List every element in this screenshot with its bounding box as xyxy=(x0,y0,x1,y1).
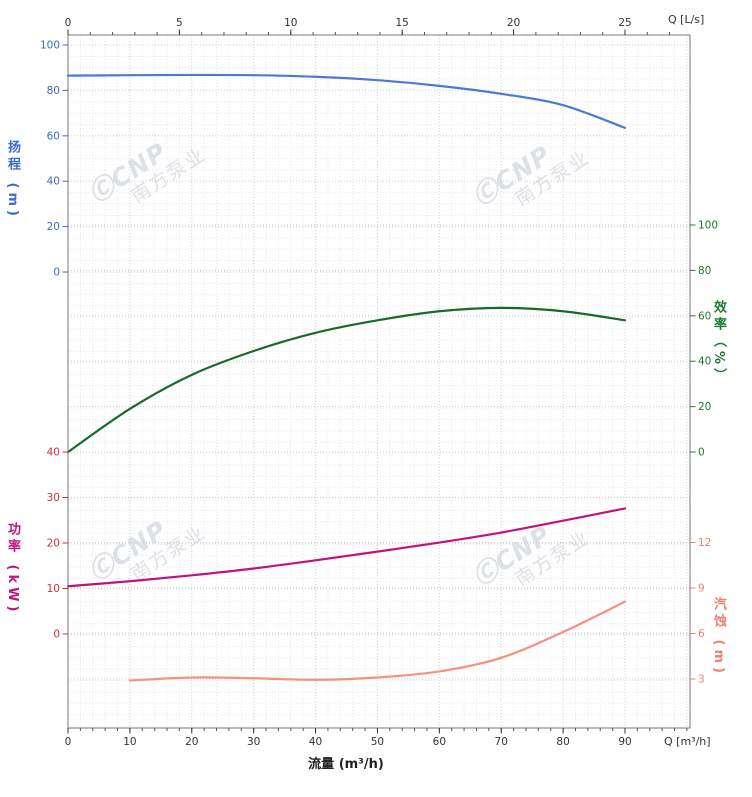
bottom-tick-label: 0 xyxy=(65,736,72,748)
npsh-tick-label: 12 xyxy=(698,537,711,549)
efficiency-tick-label: 20 xyxy=(698,401,711,413)
efficiency-tick-label: 40 xyxy=(698,356,711,368)
head-tick-label: 60 xyxy=(47,130,60,142)
bottom-tick-label: 10 xyxy=(123,736,136,748)
bottom-tick-label: 50 xyxy=(371,736,384,748)
series-head-curve xyxy=(66,73,627,129)
efficiency-axis-title: 效率（%） xyxy=(711,300,726,386)
tick-labels: 0 5 10 15 20 250 10 20 30 40 50 60 70 80 9010080604020… xyxy=(40,17,718,748)
head-tick-label: 80 xyxy=(47,85,60,97)
flow-axis-title: 流量 (m³/h) xyxy=(308,757,384,772)
head-tick-label: 40 xyxy=(47,176,60,188)
power-axis-title: 功率 (kW) xyxy=(5,522,20,616)
axes xyxy=(67,34,691,729)
bottom-tick-label: 60 xyxy=(433,736,446,748)
power-tick-label: 0 xyxy=(53,629,60,641)
efficiency-tick-label: 0 xyxy=(698,447,705,459)
series-curves xyxy=(66,73,627,682)
bottom-axis-unit-label: Q [m³/h] xyxy=(664,735,711,748)
top-tick-label: 5 xyxy=(176,17,183,29)
head-axis-title: 扬程 (m) xyxy=(5,140,20,220)
head-tick-label: 100 xyxy=(40,40,60,52)
head-tick-label: 20 xyxy=(47,221,60,233)
power-tick-label: 10 xyxy=(47,583,60,595)
bottom-tick-label: 80 xyxy=(556,736,569,748)
bottom-tick-label: 20 xyxy=(185,736,198,748)
efficiency-tick-label: 60 xyxy=(698,310,711,322)
grid xyxy=(67,35,690,728)
plot-border xyxy=(67,34,691,729)
series-npsh-curve xyxy=(128,600,627,682)
top-tick-label: 25 xyxy=(618,17,631,29)
series-efficiency-curve xyxy=(66,306,627,454)
efficiency-tick-label: 80 xyxy=(698,265,711,277)
head-tick-label: 0 xyxy=(53,267,60,279)
efficiency-tick-label: 100 xyxy=(698,220,718,232)
power-tick-label: 20 xyxy=(47,538,60,550)
bottom-tick-label: 40 xyxy=(309,736,322,748)
top-tick-label: 0 xyxy=(65,17,72,29)
power-tick-label: 30 xyxy=(47,492,60,504)
bottom-tick-label: 70 xyxy=(495,736,508,748)
top-axis-unit-label: Q [L/s] xyxy=(668,13,705,26)
npsh-tick-label: 6 xyxy=(698,628,705,640)
bottom-tick-label: 90 xyxy=(618,736,631,748)
top-tick-label: 10 xyxy=(284,17,297,29)
series-power-curve xyxy=(66,507,627,588)
top-tick-label: 20 xyxy=(507,17,520,29)
top-tick-label: 15 xyxy=(396,17,409,29)
npsh-tick-label: 9 xyxy=(698,582,705,594)
bottom-tick-label: 30 xyxy=(247,736,260,748)
npsh-axis-title: 汽蚀 (m) xyxy=(711,597,726,677)
tick-marks xyxy=(62,29,696,734)
power-tick-label: 40 xyxy=(47,447,60,459)
npsh-tick-label: 3 xyxy=(698,674,705,686)
